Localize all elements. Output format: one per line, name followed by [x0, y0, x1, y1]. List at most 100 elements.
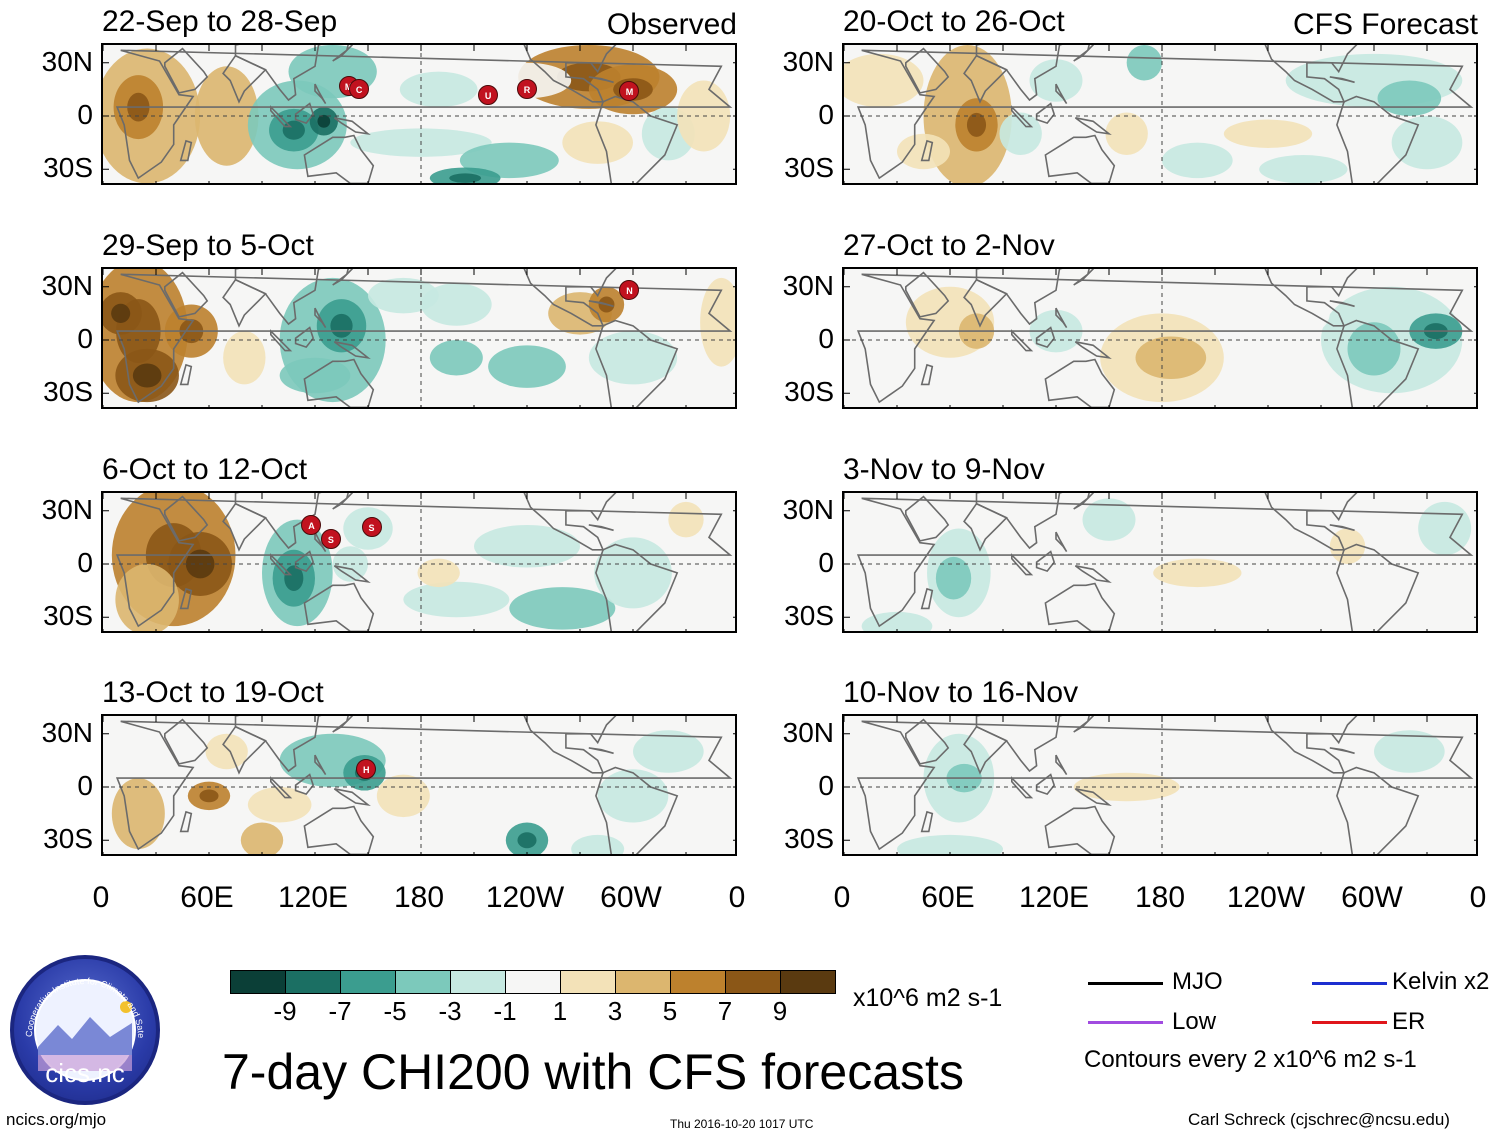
panel-title: 10-Nov to 16-Nov	[843, 676, 1079, 709]
anomaly-map	[103, 493, 735, 631]
tropical-cyclone-marker: C	[349, 79, 370, 100]
colorbar-swatch	[450, 970, 506, 994]
coastline	[333, 788, 371, 807]
coastline	[1264, 45, 1358, 103]
coastline	[595, 766, 679, 854]
colorbar-swatch	[670, 970, 726, 994]
lat-tick-label: 0	[77, 770, 93, 801]
anomaly-contour	[562, 121, 633, 164]
lat-tick-label: 0	[818, 547, 834, 578]
coastline	[1074, 788, 1112, 807]
coastline	[1264, 493, 1358, 551]
coastline	[975, 45, 1063, 102]
lon-tick-label: 60E	[921, 881, 975, 914]
anomaly-contour	[1347, 322, 1401, 376]
coastline	[115, 497, 733, 628]
panel-title: 29-Sep to 5-Oct	[102, 229, 314, 262]
coastline	[1011, 329, 1034, 352]
coastline	[270, 776, 293, 799]
site-link[interactable]: ncics.org/mjo	[6, 1110, 107, 1129]
coastline	[332, 269, 353, 286]
legend-kelvin: Kelvin x2	[1392, 968, 1490, 995]
timestamp: Thu 2016-10-20 1017 UTC	[670, 1117, 814, 1131]
anomaly-contour	[958, 379, 1048, 407]
lat-tick-label: 0	[818, 99, 834, 130]
lat-tick-label: 30N	[782, 493, 834, 525]
anomaly-contour	[247, 787, 312, 823]
tropical-cyclone-marker: S	[361, 516, 382, 537]
coastline	[1055, 531, 1068, 553]
coastline	[1336, 95, 1420, 183]
coastline	[179, 810, 193, 833]
coastline	[1073, 45, 1094, 62]
anomaly-contour	[111, 778, 165, 850]
coastline	[975, 716, 1063, 773]
author-credit: Carl Schreck (cjschrec@ncsu.edu)	[1188, 1110, 1450, 1129]
anomaly-contour	[1241, 286, 1330, 340]
anomaly-contour	[1126, 45, 1162, 81]
coastline	[588, 747, 614, 755]
coastline	[1044, 582, 1116, 631]
coastline	[1035, 102, 1056, 125]
lon-tick-label: 120W	[485, 881, 565, 914]
anomaly-contour	[199, 789, 219, 803]
coastline	[904, 47, 950, 94]
coastline	[333, 565, 371, 584]
anomaly-contour	[284, 565, 304, 591]
lat-tick-label: 0	[818, 770, 834, 801]
coastline	[1011, 105, 1034, 128]
lon-tick-label: 0	[833, 881, 851, 914]
coastline	[1336, 766, 1420, 854]
anomaly-contour	[897, 834, 1003, 854]
lon-tick-label: 0	[728, 881, 746, 914]
lat-tick-label: 30S	[784, 823, 834, 855]
anomaly-contour	[115, 564, 179, 631]
anomaly-contour	[223, 331, 266, 385]
tropical-cyclone-marker: M	[619, 81, 640, 102]
coastline	[163, 47, 209, 94]
lat-tick-label: 0	[77, 547, 93, 578]
anomaly-contour	[1374, 730, 1445, 773]
coastline	[234, 269, 322, 326]
anomaly-contour	[861, 348, 933, 403]
anomaly-contour	[111, 303, 131, 323]
coastline	[1011, 776, 1034, 799]
anomaly-contour	[1215, 590, 1321, 627]
coastline	[1074, 341, 1112, 360]
coastline	[303, 358, 375, 407]
coastline	[1073, 716, 1094, 733]
anomaly-contour	[1153, 558, 1242, 588]
tropical-cyclone-marker: A	[301, 514, 322, 535]
lon-tick-label: 0	[92, 881, 110, 914]
coastline	[595, 319, 679, 407]
tropical-cyclone-marker: N	[619, 280, 640, 301]
lon-tick-label: 180	[1134, 881, 1186, 914]
contours-note: Contours every 2 x10^6 m2 s-1	[1084, 1046, 1417, 1073]
panel-title: 6-Oct to 12-Oct	[102, 453, 308, 486]
er-line-swatch	[1312, 1021, 1387, 1024]
anomaly-contour	[1377, 80, 1442, 116]
coastline	[920, 139, 934, 162]
coastline	[588, 300, 614, 308]
map-panel: H	[101, 714, 737, 856]
coastline	[115, 49, 733, 180]
coastline	[1074, 565, 1112, 584]
lat-tick-label: 30S	[43, 600, 93, 632]
lat-tick-label: 30S	[784, 600, 834, 632]
map-panel	[842, 491, 1478, 633]
colorbar-tick-label: 7	[717, 996, 733, 1026]
anomaly-contour	[330, 313, 353, 338]
cics-logo: Cooperative Institute for Climate and Sa…	[10, 955, 160, 1105]
coastline	[332, 493, 353, 510]
coastline	[303, 134, 375, 183]
coastline	[303, 805, 375, 854]
coastline	[1035, 550, 1056, 573]
coastline	[163, 495, 209, 542]
coastline	[314, 307, 327, 329]
coastline	[270, 105, 293, 128]
coastline	[163, 718, 209, 765]
anomaly-map	[844, 716, 1476, 854]
coastline	[1035, 326, 1056, 349]
tropical-cyclone-marker: S	[320, 529, 341, 550]
